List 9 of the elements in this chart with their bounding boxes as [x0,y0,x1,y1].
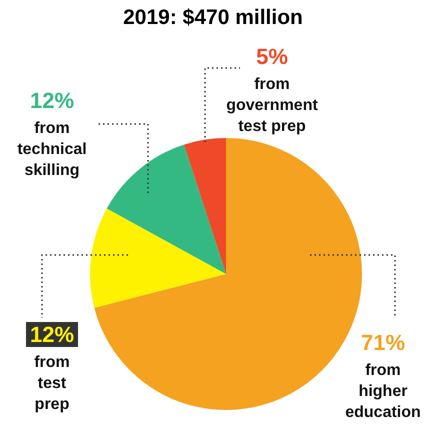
slice-label: from higher education [345,362,421,421]
data-label: 5% [256,44,288,69]
data-label: 71% [360,330,406,355]
chart-title: 2019: $470 million [123,6,303,29]
slice-label: from technical skilling [17,120,87,179]
slice-label: from government test prep [226,76,318,135]
slice-label: from test prep [34,354,70,413]
data-label: 12% [30,322,74,347]
data-label: 12% [30,88,74,113]
